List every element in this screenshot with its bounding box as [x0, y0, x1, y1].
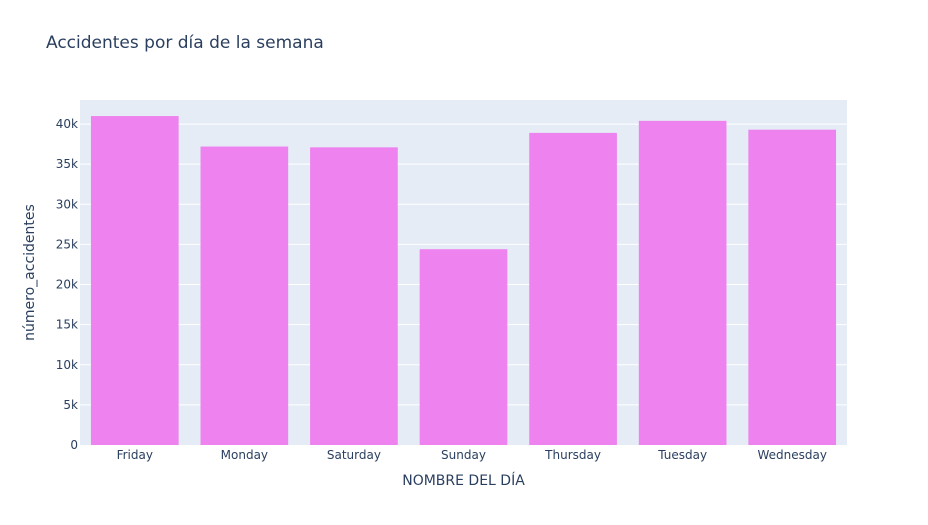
y-tick-labels: 0 5k 10k 15k 20k 25k 30k 35k 40k [56, 117, 78, 452]
x-axis-title: NOMBRE DEL DÍA [402, 472, 525, 489]
y-tick-label: 30k [56, 197, 78, 211]
y-tick-label: 40k [56, 117, 78, 131]
y-tick-label: 35k [56, 157, 78, 171]
x-tick-label: Tuesday [657, 448, 707, 462]
y-tick-label: 5k [63, 398, 78, 412]
x-tick-labels: Friday Monday Saturday Sunday Thursday Tuesda… [117, 448, 827, 462]
x-tick-label: Saturday [327, 448, 381, 462]
x-tick-label: Thursday [544, 448, 601, 462]
y-tick-label: 10k [56, 358, 78, 372]
x-tick-label: Friday [117, 448, 153, 462]
bar-saturday[interactable] [310, 147, 398, 445]
bar-wednesday[interactable] [748, 129, 837, 446]
y-tick-label: 20k [56, 278, 78, 292]
x-tick-label: Sunday [441, 448, 486, 462]
bar-tuesday[interactable] [638, 120, 727, 445]
bars [90, 116, 837, 446]
y-tick-label: 25k [56, 237, 78, 251]
y-tick-label: 15k [56, 318, 78, 332]
bar-monday[interactable] [200, 146, 289, 445]
x-tick-label: Monday [221, 448, 268, 462]
bar-friday[interactable] [90, 116, 179, 445]
chart-title: Accidentes por día de la semana [46, 33, 324, 53]
bar-sunday[interactable] [419, 249, 508, 445]
bar-thursday[interactable] [529, 132, 617, 445]
x-tick-label: Wednesday [757, 448, 826, 462]
y-axis-title: número_accidentes [22, 204, 38, 341]
y-tick-label: 0 [70, 438, 78, 452]
